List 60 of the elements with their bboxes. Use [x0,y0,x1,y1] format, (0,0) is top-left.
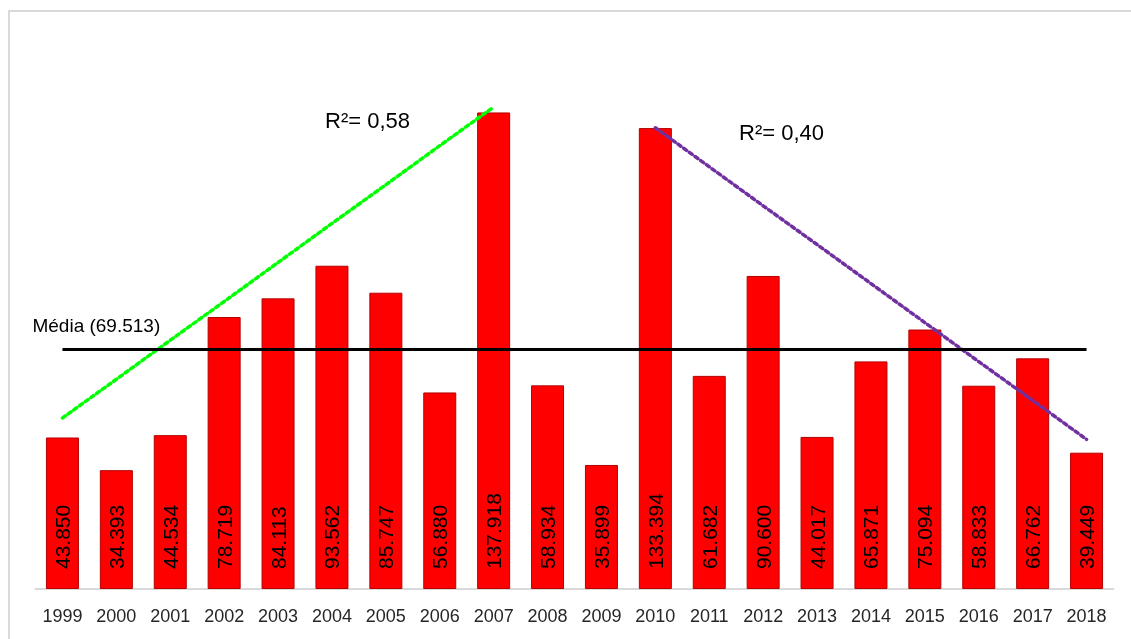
bar [207,317,241,589]
x-tick-label: 2004 [311,606,352,626]
bar [800,436,834,589]
x-tick-label: 2003 [258,606,299,626]
bar [638,128,672,589]
data-label: 56.880 [428,504,452,569]
data-label: 61.682 [697,504,721,569]
x-tick-label: 2010 [635,606,676,626]
x-tick-label: 2011 [689,606,729,626]
bar [261,298,295,589]
x-tick-label: 2015 [904,606,945,626]
data-label: 137.918 [482,493,506,569]
x-tick-label: 2006 [419,606,460,626]
bar [746,275,780,589]
bar [45,437,79,589]
x-tick-label: 2017 [1012,606,1053,626]
bar [369,292,403,589]
x-tick-label: 2000 [96,606,137,626]
bar [854,361,888,589]
bar [477,112,511,589]
bar [153,435,187,589]
bar [531,385,565,589]
data-label: 65.871 [859,504,883,569]
x-tick-label: 2018 [1066,606,1107,626]
bar [1016,358,1050,589]
x-tick-label: 2007 [473,606,514,626]
data-label: 93.562 [320,504,344,569]
x-tick-label: 2014 [850,606,891,626]
annotation: R²= 0,40 [739,119,824,145]
x-tick-label: 2013 [797,606,838,626]
ref-line-label: Média (69.513) [32,314,161,336]
bar [962,385,996,589]
x-tick-label: 2008 [527,606,568,626]
x-tick-label: 1999 [42,606,83,626]
bar [423,392,457,589]
data-label: 58.833 [967,504,991,569]
x-tick-label: 2005 [365,606,406,626]
x-tick-label: 2012 [743,606,784,626]
bar [908,329,942,589]
data-label: 66.762 [1021,504,1045,569]
data-label: 78.719 [212,504,236,569]
data-label: 39.449 [1075,504,1099,569]
data-label: 90.600 [751,504,775,569]
bar [692,375,726,589]
x-tick-label: 2016 [958,606,999,626]
data-label: 34.393 [104,504,128,569]
data-label: 43.850 [50,504,74,569]
annotation: R²= 0,58 [325,107,410,133]
bar [315,265,349,589]
data-label: 84.113 [266,506,290,569]
data-label: 85.747 [374,504,398,569]
data-label: 44.534 [158,504,182,569]
data-label: 75.094 [913,504,937,569]
x-tick-label: 2001 [150,606,191,626]
data-label: 35.899 [589,504,613,569]
data-label: 133.394 [643,492,667,569]
x-tick-label: 2009 [581,606,622,626]
data-label: 58.934 [536,504,560,569]
x-tick-label: 2002 [204,606,245,626]
data-label: 44.017 [805,504,829,569]
